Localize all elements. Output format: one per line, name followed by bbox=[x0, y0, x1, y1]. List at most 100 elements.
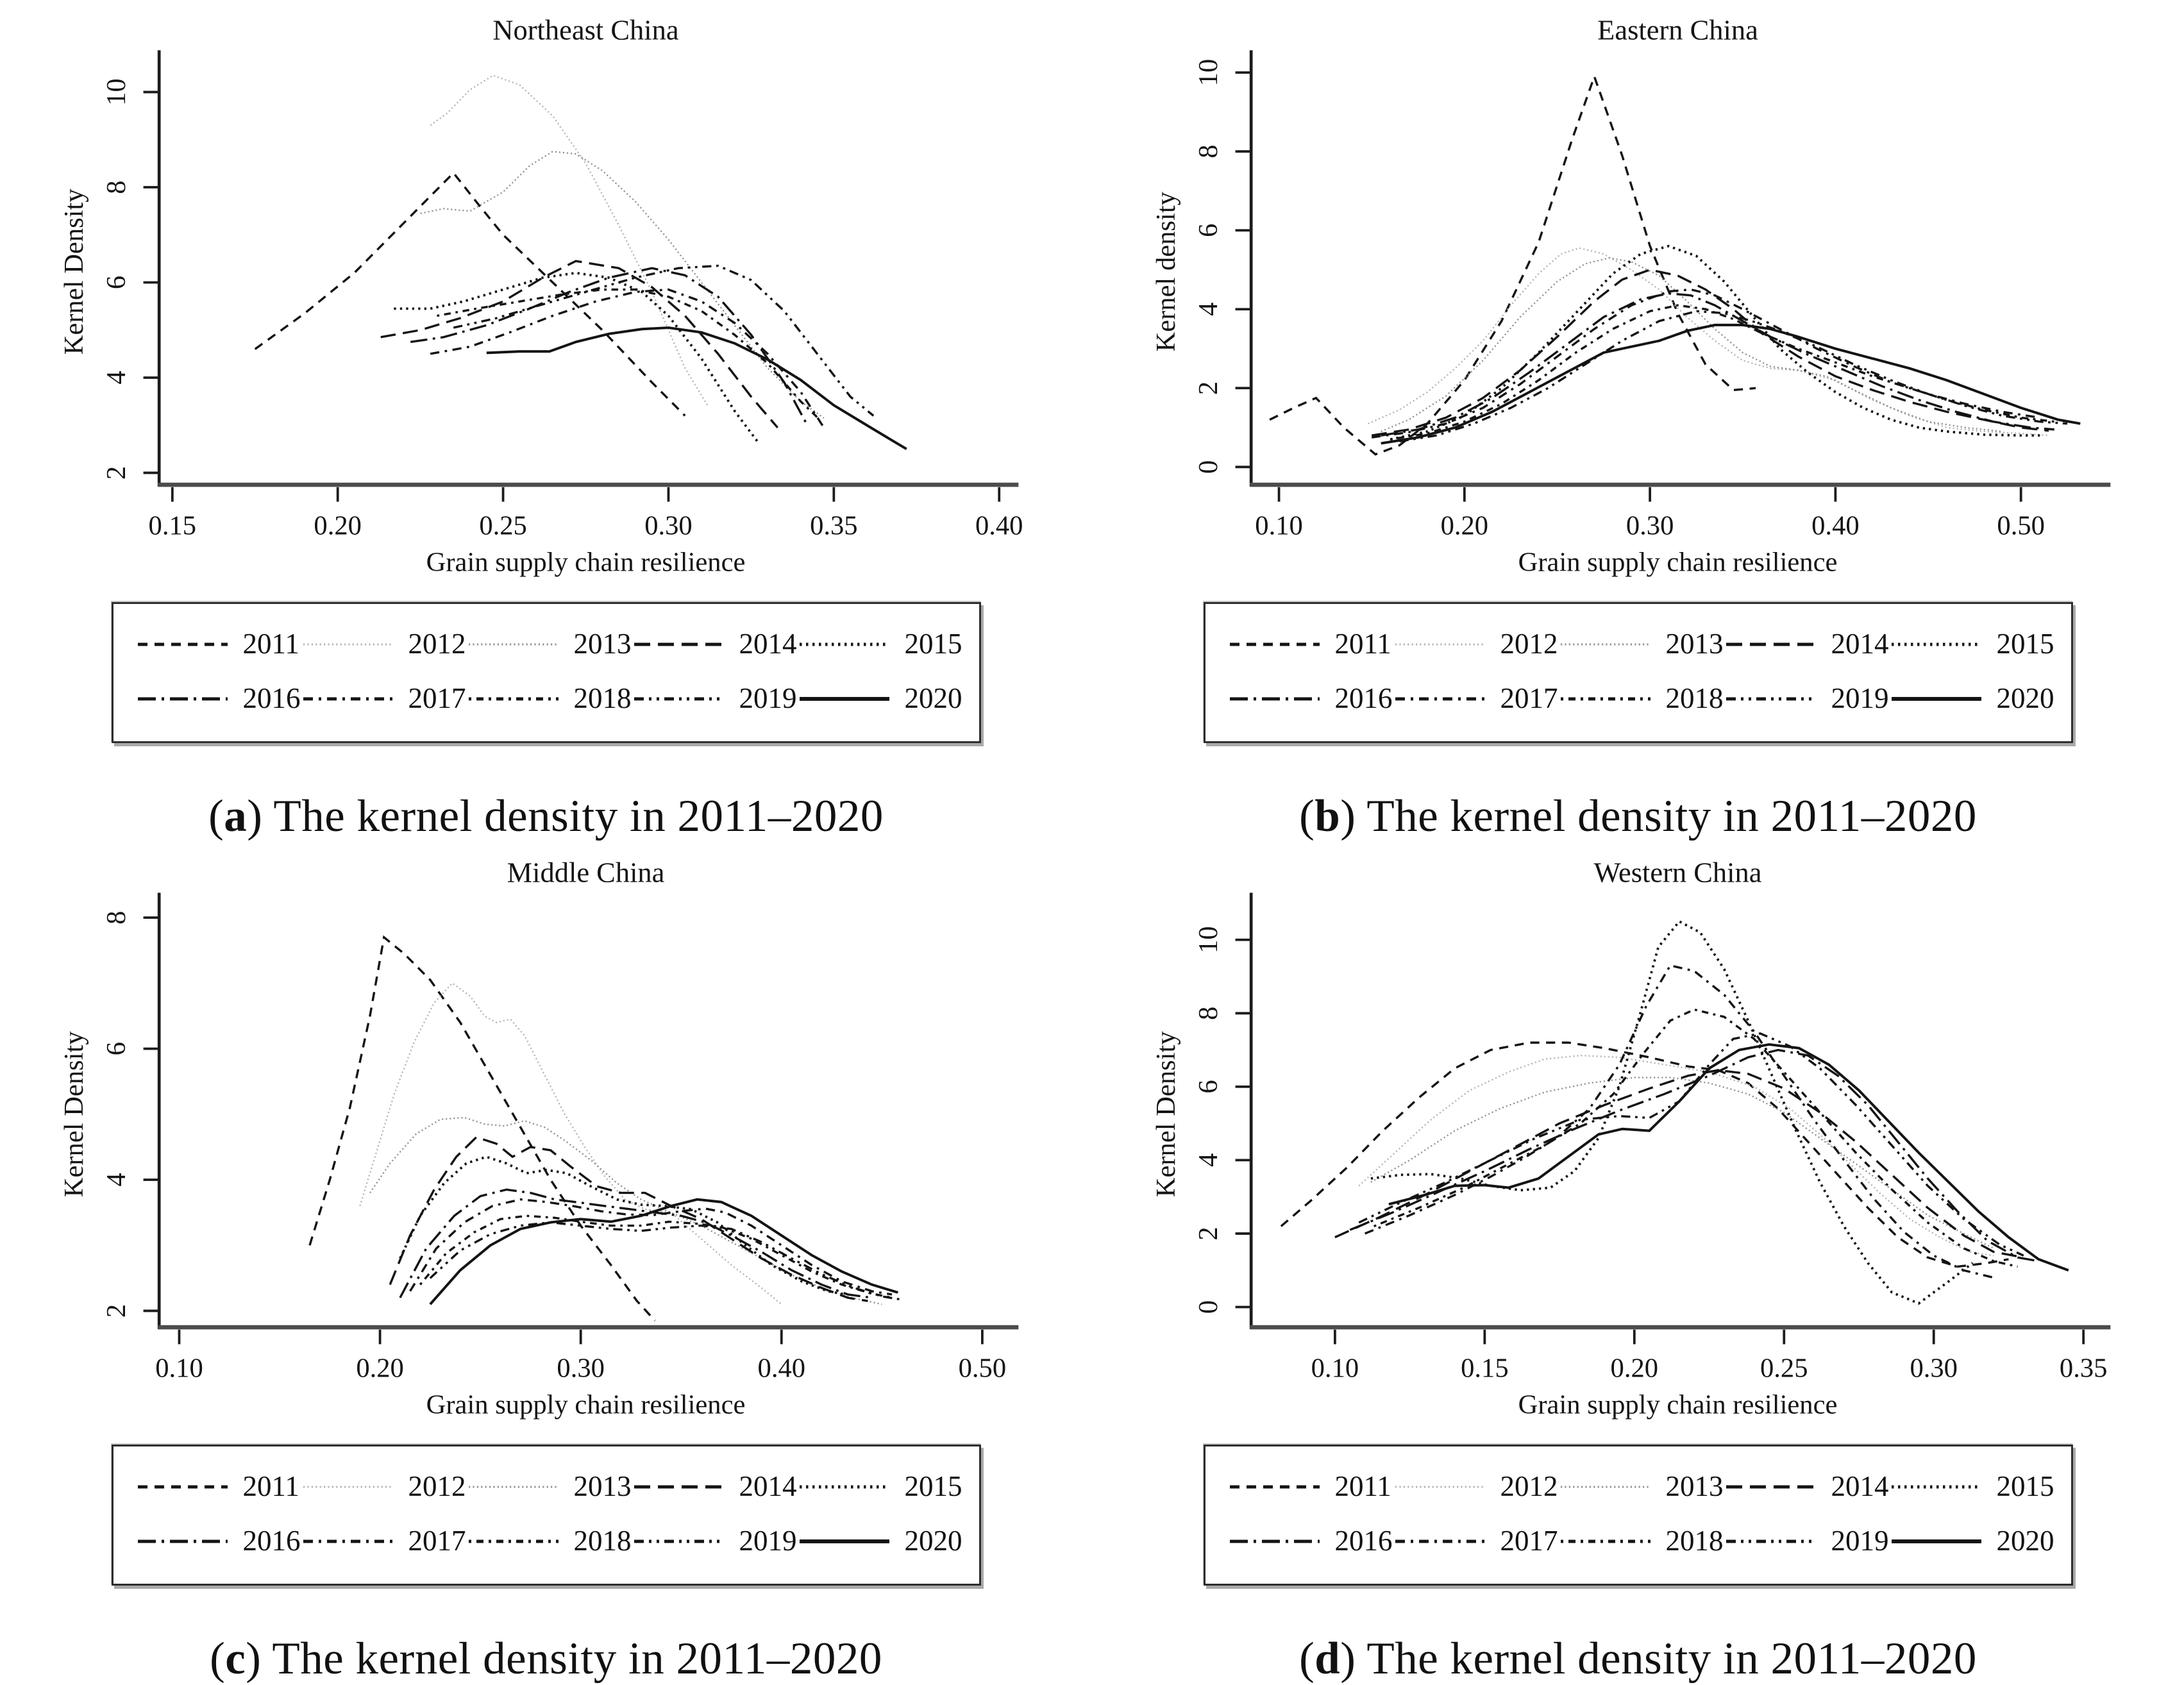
y-tick-label: 10 bbox=[1193, 926, 1223, 953]
series-2017 bbox=[408, 1198, 892, 1296]
series-2018 bbox=[419, 1214, 892, 1299]
legend-year-label: 2015 bbox=[904, 628, 962, 660]
legend-year-label: 2011 bbox=[1334, 628, 1391, 660]
x-tick-label: 0.10 bbox=[1255, 511, 1303, 541]
legend-year-label: 2013 bbox=[573, 628, 632, 660]
x-axis-title: Grain supply chain resilience bbox=[426, 1389, 745, 1420]
legend-item-2020: 2020 bbox=[1889, 684, 2054, 713]
legend-item-2014: 2014 bbox=[632, 630, 797, 658]
legend-item-2011: 2011 bbox=[135, 630, 301, 658]
x-tick-label: 0.40 bbox=[975, 511, 1023, 541]
caption-d: (d) The kernel density in 2011–2020 bbox=[1299, 1633, 1977, 1685]
y-tick-label: 4 bbox=[1193, 1153, 1223, 1167]
legend-year-label: 2019 bbox=[1831, 682, 1889, 714]
legend-item-2013: 2013 bbox=[1558, 1472, 1724, 1501]
x-axis-title: Grain supply chain resilience bbox=[1518, 1389, 1837, 1420]
legend-year-label: 2011 bbox=[1334, 1470, 1391, 1502]
series-2016 bbox=[1349, 1048, 2038, 1262]
legend-item-2014: 2014 bbox=[1724, 1472, 1889, 1501]
series-2016 bbox=[1380, 292, 2054, 437]
legend-line-sample-2017 bbox=[1395, 1539, 1485, 1543]
y-tick-label: 2 bbox=[101, 1304, 131, 1318]
legend-year-label: 2018 bbox=[1665, 1525, 1724, 1557]
y-tick-label: 6 bbox=[101, 276, 131, 289]
legend-box-d: 2011 2012 2013 2014 2015 2016 2017 2018 2019 2020 bbox=[1203, 1445, 2073, 1586]
legend-year-label: 2015 bbox=[1996, 1470, 2054, 1502]
x-tick-label: 0.30 bbox=[644, 511, 693, 541]
legend-item-2015: 2015 bbox=[797, 630, 962, 658]
series-2012 bbox=[1357, 1055, 1994, 1257]
x-tick-label: 0.10 bbox=[1311, 1354, 1359, 1384]
legend-year-label: 2020 bbox=[1996, 682, 2054, 714]
series-2020 bbox=[486, 326, 907, 451]
legend-year-label: 2014 bbox=[739, 1470, 797, 1502]
legend-line-sample-2019 bbox=[634, 697, 724, 700]
kernel-density-chart-northeast: Northeast China 0.15 0.20 0.25 0.30 0.35 0.40 2… bbox=[58, 13, 1023, 577]
x-tick-label: 0.25 bbox=[1760, 1354, 1808, 1384]
legend-box-b: 2011 2012 2013 2014 2015 2016 2017 2018 2019 2020 bbox=[1203, 602, 2073, 743]
legend-year-label: 2012 bbox=[408, 1470, 466, 1502]
legend-line-sample-2015 bbox=[1891, 642, 1981, 646]
kernel-density-chart-western: Western China 0.10 0.15 0.20 0.25 0.30 0.35 0 2 4… bbox=[1150, 856, 2110, 1420]
legend-year-label: 2019 bbox=[1831, 1525, 1889, 1557]
chart-title: Northeast China bbox=[492, 13, 678, 46]
y-tick-label: 10 bbox=[1193, 59, 1223, 87]
y-tick-label: 0 bbox=[1193, 460, 1223, 474]
x-tick-label: 0.40 bbox=[757, 1354, 805, 1384]
x-tick-label: 0.30 bbox=[1910, 1354, 1958, 1384]
legend-year-label: 2017 bbox=[408, 1525, 466, 1557]
legend-item-2014: 2014 bbox=[1724, 630, 1889, 658]
legend-year-label: 2016 bbox=[1334, 682, 1393, 714]
legend-item-2019: 2019 bbox=[632, 1527, 797, 1555]
legend-item-2020: 2020 bbox=[797, 684, 962, 713]
legend-item-2011: 2011 bbox=[1227, 1472, 1393, 1501]
legend-line-sample-2015 bbox=[1891, 1485, 1981, 1488]
series-2013 bbox=[369, 1116, 882, 1305]
legend-line-sample-2013 bbox=[468, 643, 559, 645]
caption-paren: ( bbox=[1299, 791, 1315, 841]
legend-line-sample-2011 bbox=[137, 1485, 228, 1488]
x-tick-label: 0.35 bbox=[2059, 1354, 2107, 1384]
legend-line-sample-2020 bbox=[1891, 696, 1981, 701]
x-tick-label: 0.30 bbox=[557, 1354, 605, 1384]
legend-line-sample-2018 bbox=[1560, 697, 1651, 700]
y-tick-label: 6 bbox=[101, 1042, 131, 1055]
legend-year-label: 2019 bbox=[739, 1525, 797, 1557]
legend-line-sample-2019 bbox=[1726, 697, 1816, 700]
legend-line-sample-2020 bbox=[799, 1539, 889, 1543]
legend-line-sample-2020 bbox=[1891, 1539, 1981, 1543]
legend-item-2012: 2012 bbox=[301, 630, 466, 658]
series-2012 bbox=[358, 982, 782, 1305]
y-axis-title: Kernel Density bbox=[58, 1031, 88, 1198]
series-2018 bbox=[436, 288, 821, 422]
y-tick-label: 2 bbox=[101, 466, 131, 480]
caption-text: ) The kernel density in 2011–2020 bbox=[1340, 1634, 1977, 1684]
legend-year-label: 2016 bbox=[1334, 1525, 1393, 1557]
kernel-density-chart-eastern: Eastern China 0.10 0.20 0.30 0.40 0.50 0 2 4 6 8 10… bbox=[1150, 13, 2110, 577]
caption-letter: c bbox=[225, 1634, 246, 1684]
series-2011 bbox=[1280, 1041, 2009, 1268]
legend-item-2016: 2016 bbox=[1227, 1527, 1393, 1555]
caption-text: ) The kernel density in 2011–2020 bbox=[247, 791, 884, 841]
series-2019 bbox=[429, 1221, 902, 1301]
legend-line-sample-2014 bbox=[1726, 642, 1816, 646]
series-2014 bbox=[1334, 1069, 2024, 1259]
panel-b: Eastern China 0.10 0.20 0.30 0.40 0.50 0 2 4 6 8 10… bbox=[1092, 0, 2184, 842]
legend-item-2014: 2014 bbox=[632, 1472, 797, 1501]
legend-line-sample-2017 bbox=[1395, 697, 1485, 700]
series-2018 bbox=[1390, 304, 2054, 440]
legend-year-label: 2013 bbox=[573, 1470, 632, 1502]
x-tick-label: 0.20 bbox=[314, 511, 362, 541]
legend-year-label: 2017 bbox=[1500, 1525, 1558, 1557]
panel-d: Western China 0.10 0.15 0.20 0.25 0.30 0.35 0 2 4… bbox=[1092, 842, 2184, 1685]
legend-year-label: 2018 bbox=[1665, 682, 1724, 714]
caption-letter: a bbox=[224, 791, 248, 841]
legend-line-sample-2013 bbox=[1560, 643, 1651, 645]
legend-item-2012: 2012 bbox=[1393, 630, 1558, 658]
series-2014 bbox=[380, 260, 778, 429]
caption-b: (b) The kernel density in 2011–2020 bbox=[1299, 791, 1977, 842]
x-tick-label: 0.15 bbox=[148, 511, 196, 541]
series-2014 bbox=[389, 1136, 868, 1302]
caption-paren: ( bbox=[208, 791, 224, 841]
legend-item-2013: 2013 bbox=[466, 630, 632, 658]
